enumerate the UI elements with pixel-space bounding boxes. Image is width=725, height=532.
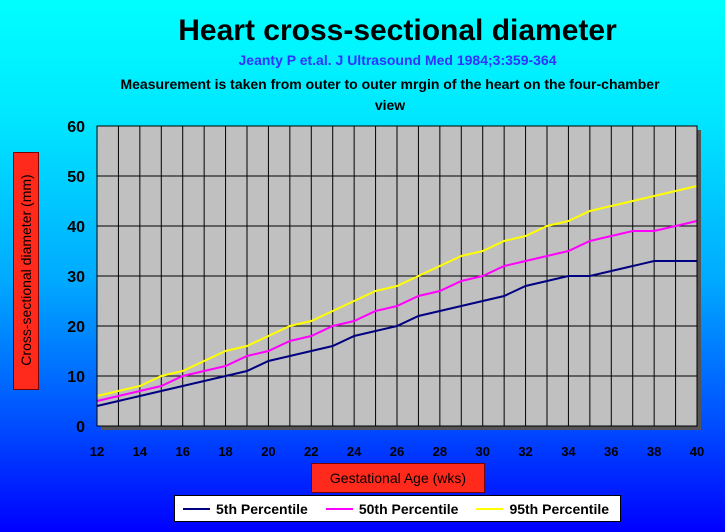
legend-label-95th: 95th Percentile xyxy=(509,500,610,517)
legend: 5th Percentile 50th Percentile 95th Perc… xyxy=(174,495,621,522)
x-tick-label: 16 xyxy=(175,444,189,459)
series-line-1 xyxy=(96,220,698,402)
x-tick-label: 32 xyxy=(518,444,532,459)
y-tick-label: 20 xyxy=(67,319,85,336)
series-line-0 xyxy=(96,260,697,407)
x-tick-label: 28 xyxy=(433,444,447,459)
chart-subtitle: Jeanty P et.al. J Ultrasound Med 1984;3:… xyxy=(238,52,557,68)
x-tick-label: 24 xyxy=(347,444,362,459)
plot-border xyxy=(96,125,698,427)
x-tick-label: 18 xyxy=(218,444,232,459)
y-tick-label: 0 xyxy=(76,419,85,436)
legend-item-5th: 5th Percentile xyxy=(183,501,308,517)
series-line-2 xyxy=(96,185,698,397)
x-tick-label: 26 xyxy=(390,444,404,459)
x-tick-label: 38 xyxy=(647,444,661,459)
x-tick-label: 34 xyxy=(561,444,576,459)
x-tick-label: 30 xyxy=(475,444,489,459)
x-tick-label: 14 xyxy=(133,444,148,459)
legend-swatch-95th xyxy=(476,507,504,510)
legend-label-50th: 50th Percentile xyxy=(358,500,459,517)
legend-swatch-50th xyxy=(325,507,353,510)
x-tick-label: 40 xyxy=(690,444,704,459)
legend-swatch-5th xyxy=(183,507,210,510)
chart-title: Heart cross-sectional diameter xyxy=(178,14,617,47)
legend-label-5th: 5th Percentile xyxy=(216,500,308,517)
y-axis-label-box xyxy=(13,152,39,390)
legend-item-95th: 95th Percentile xyxy=(476,501,609,517)
y-tick-label: 30 xyxy=(67,269,85,286)
y-tick-label: 40 xyxy=(67,219,85,236)
x-tick-label: 12 xyxy=(90,444,104,459)
legend-item-50th: 50th Percentile xyxy=(325,500,459,517)
x-tick-label: 22 xyxy=(304,444,318,459)
x-tick-label: 36 xyxy=(604,444,618,459)
y-tick-label: 50 xyxy=(67,169,85,186)
x-axis-label: Gestational Age (wks) xyxy=(311,463,485,493)
y-tick-label: 10 xyxy=(67,369,85,386)
chart-note: Measurement is taken from outer to outer… xyxy=(120,76,660,113)
y-tick-label: 60 xyxy=(67,119,85,136)
x-tick-label: 20 xyxy=(261,444,275,459)
